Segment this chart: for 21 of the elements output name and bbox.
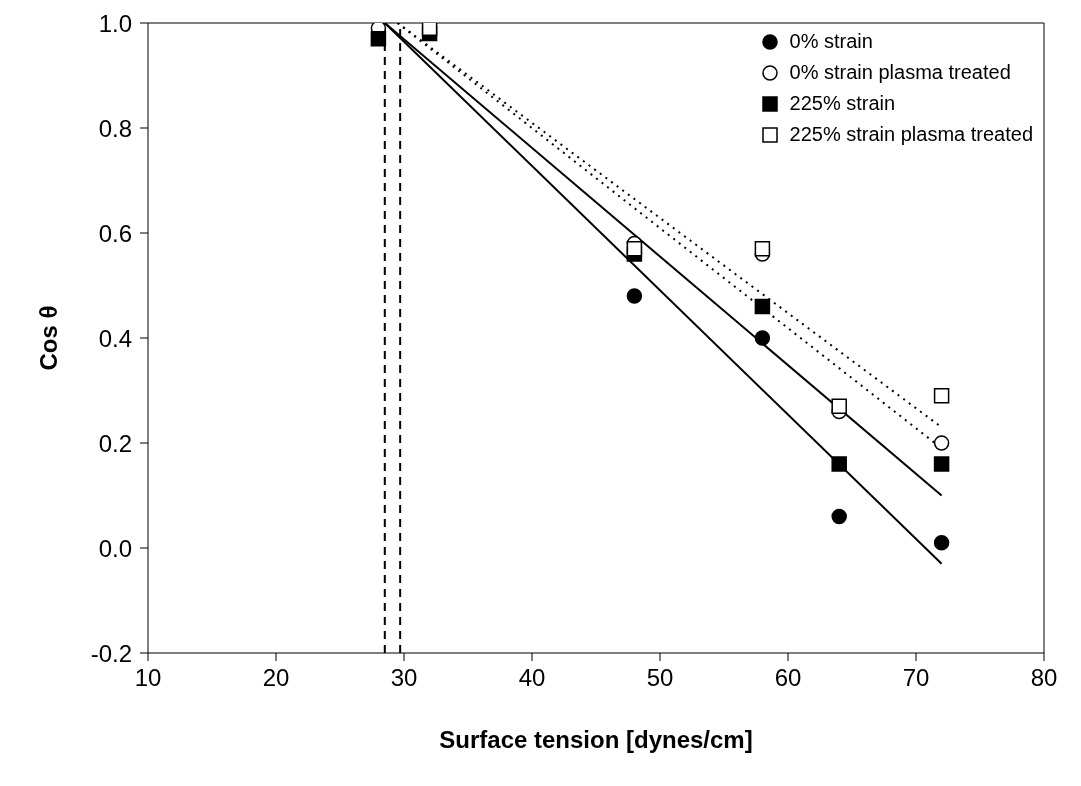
- legend-label: 0% strain: [789, 30, 873, 53]
- y-tick-label: 0.0: [98, 534, 132, 562]
- x-tick-label: 10: [134, 664, 162, 692]
- x-tick-label: 20: [262, 664, 290, 692]
- x-tick-label: 40: [518, 664, 546, 692]
- x-tick-label: 30: [390, 664, 418, 692]
- y-tick-label: 0.4: [98, 324, 132, 352]
- legend-label: 225% strain: [789, 92, 896, 115]
- y-axis-title: Cos θ: [34, 305, 62, 371]
- legend-label: 225% strain plasma treated: [789, 123, 1033, 146]
- y-tick-label: 0.8: [98, 114, 132, 142]
- x-tick-label: 80: [1030, 664, 1058, 692]
- y-tick-label: 0.2: [98, 429, 132, 457]
- x-tick-label: 50: [646, 664, 674, 692]
- x-tick-label: 70: [902, 664, 930, 692]
- x-tick-label: 60: [774, 664, 802, 692]
- x-axis-title: Surface tension [dynes/cm]: [439, 726, 753, 753]
- y-tick-label: -0.2: [90, 639, 132, 667]
- legend-label: 0% strain plasma treated: [789, 61, 1011, 84]
- y-tick-label: 1.0: [98, 9, 132, 37]
- y-tick-label: 0.6: [98, 219, 132, 247]
